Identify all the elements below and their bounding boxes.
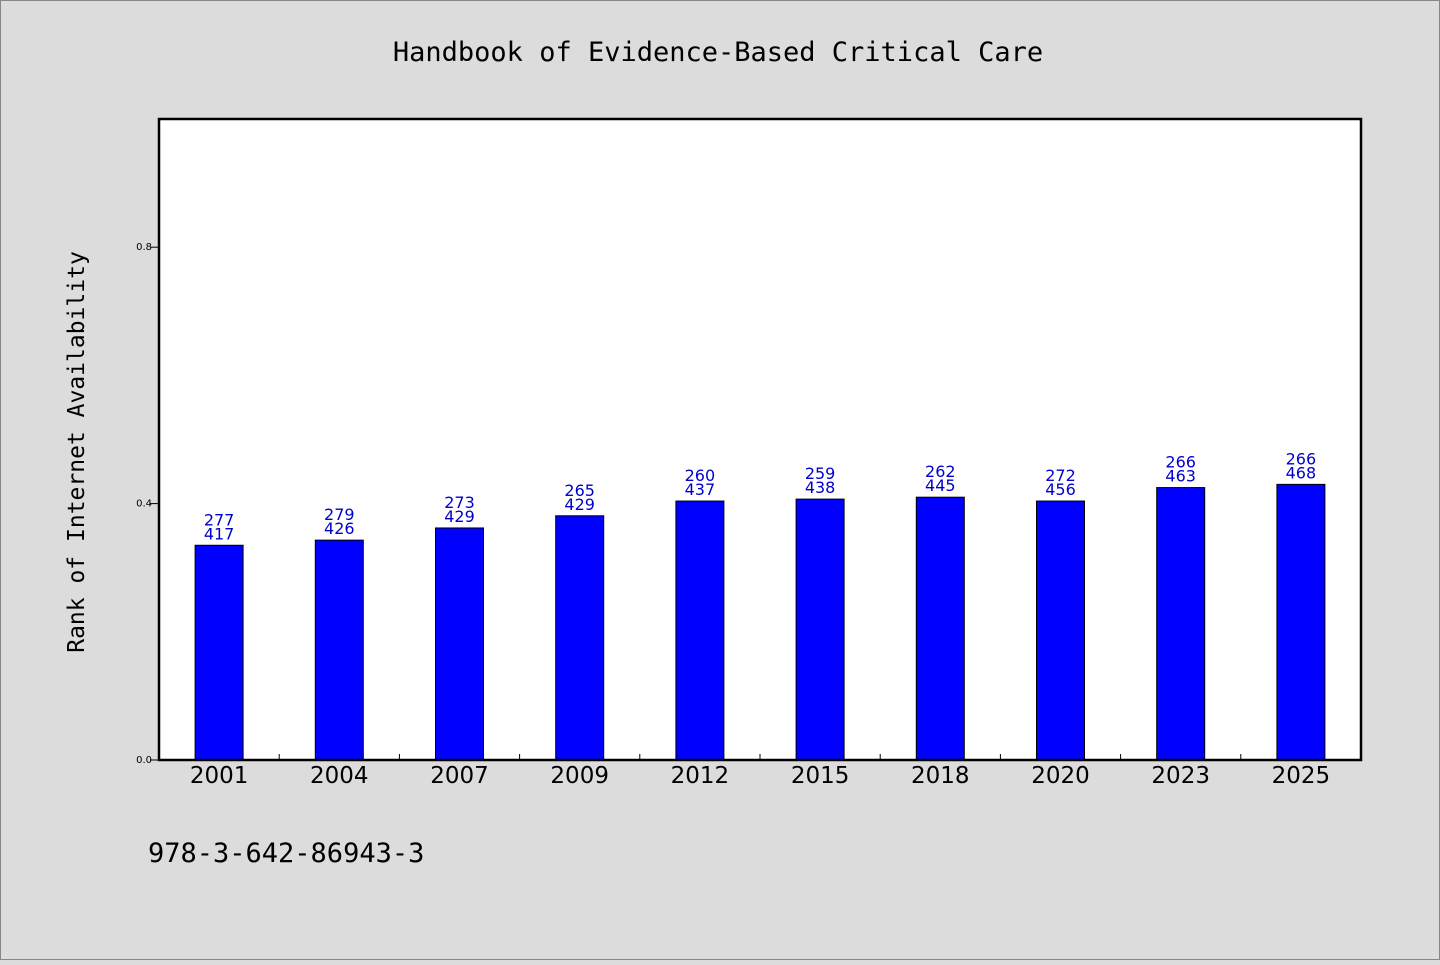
y-tick-label: 0.8 bbox=[136, 242, 152, 253]
bar-label-bottom: 468 bbox=[1286, 463, 1317, 482]
bar-2020 bbox=[1036, 500, 1085, 761]
bar-label-bottom: 438 bbox=[805, 478, 836, 497]
bar-label-bottom: 463 bbox=[1165, 467, 1196, 486]
x-tick-label: 2015 bbox=[791, 763, 850, 789]
chart-title: Handbook of Evidence-Based Critical Care bbox=[393, 37, 1043, 68]
x-tick-label: 2004 bbox=[310, 763, 369, 789]
bar-label-top: 260 bbox=[685, 466, 716, 485]
bar-label-top: 262 bbox=[925, 462, 956, 481]
bar-2018 bbox=[915, 496, 965, 761]
bar-labels: 2774172794262734292654292604372594382624… bbox=[204, 449, 1316, 543]
bar-label-top: 265 bbox=[564, 481, 595, 500]
x-tick-label: 2009 bbox=[550, 763, 609, 789]
bar-label-bottom: 417 bbox=[204, 524, 235, 543]
bar-series bbox=[194, 483, 1326, 761]
x-tick-label: 2012 bbox=[671, 763, 730, 789]
bar-label-top: 266 bbox=[1286, 449, 1317, 468]
bar-label-top: 273 bbox=[444, 493, 475, 512]
bar-label-bottom: 445 bbox=[925, 476, 956, 495]
x-tick-label: 2020 bbox=[1031, 763, 1090, 789]
bar-2004 bbox=[314, 539, 364, 761]
isbn-footer: 978-3-642-86943-3 bbox=[148, 838, 424, 869]
x-tick-label: 2018 bbox=[911, 763, 970, 789]
bar-2025 bbox=[1276, 483, 1326, 761]
bar-label-bottom: 426 bbox=[324, 519, 355, 538]
bar-label-top: 266 bbox=[1165, 453, 1196, 472]
bar-2023 bbox=[1156, 487, 1206, 761]
plot-frame bbox=[157, 117, 1363, 762]
bar-label-top: 259 bbox=[805, 464, 836, 483]
bar-2007 bbox=[435, 527, 484, 761]
x-tick-label: 2025 bbox=[1272, 763, 1331, 789]
bar-label-bottom: 429 bbox=[444, 507, 475, 526]
x-tick-label: 2001 bbox=[190, 763, 249, 789]
bar-label-bottom: 429 bbox=[564, 495, 595, 514]
bar-label-bottom: 456 bbox=[1045, 480, 1076, 499]
y-axis-ticks: 0.0 0.4 0.8 bbox=[136, 242, 159, 766]
bar-2012 bbox=[675, 500, 725, 761]
bar-label-bottom: 437 bbox=[685, 480, 716, 499]
bar-2015 bbox=[795, 498, 845, 761]
bar-label-top: 272 bbox=[1045, 466, 1076, 485]
x-axis-ticks: 2001 2004 2007 2009 2012 2015 2018 2020 2023 2025 bbox=[190, 754, 1330, 789]
bar-label-top: 279 bbox=[324, 505, 355, 524]
bar-2001 bbox=[194, 544, 244, 761]
x-tick-label: 2007 bbox=[430, 763, 489, 789]
bar-label-top: 277 bbox=[204, 510, 235, 529]
y-axis-label: Rank of Internet Availability bbox=[64, 251, 90, 653]
x-tick-label: 2023 bbox=[1151, 763, 1210, 789]
y-tick-label: 0.4 bbox=[136, 499, 152, 510]
bar-2009 bbox=[555, 515, 605, 761]
y-tick-label: 0.0 bbox=[136, 755, 152, 766]
